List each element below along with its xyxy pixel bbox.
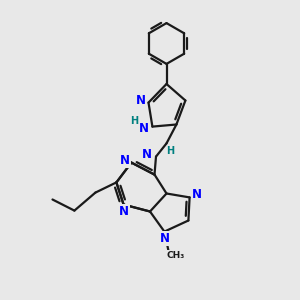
Text: N: N: [136, 94, 146, 107]
Text: N: N: [119, 205, 129, 218]
Text: N: N: [160, 232, 170, 245]
Text: H: H: [130, 116, 138, 126]
Text: N: N: [142, 148, 152, 161]
Text: CH₃: CH₃: [166, 250, 184, 260]
Text: N: N: [139, 122, 149, 135]
Text: N: N: [120, 154, 130, 167]
Text: H: H: [166, 146, 175, 157]
Text: N: N: [192, 188, 202, 202]
